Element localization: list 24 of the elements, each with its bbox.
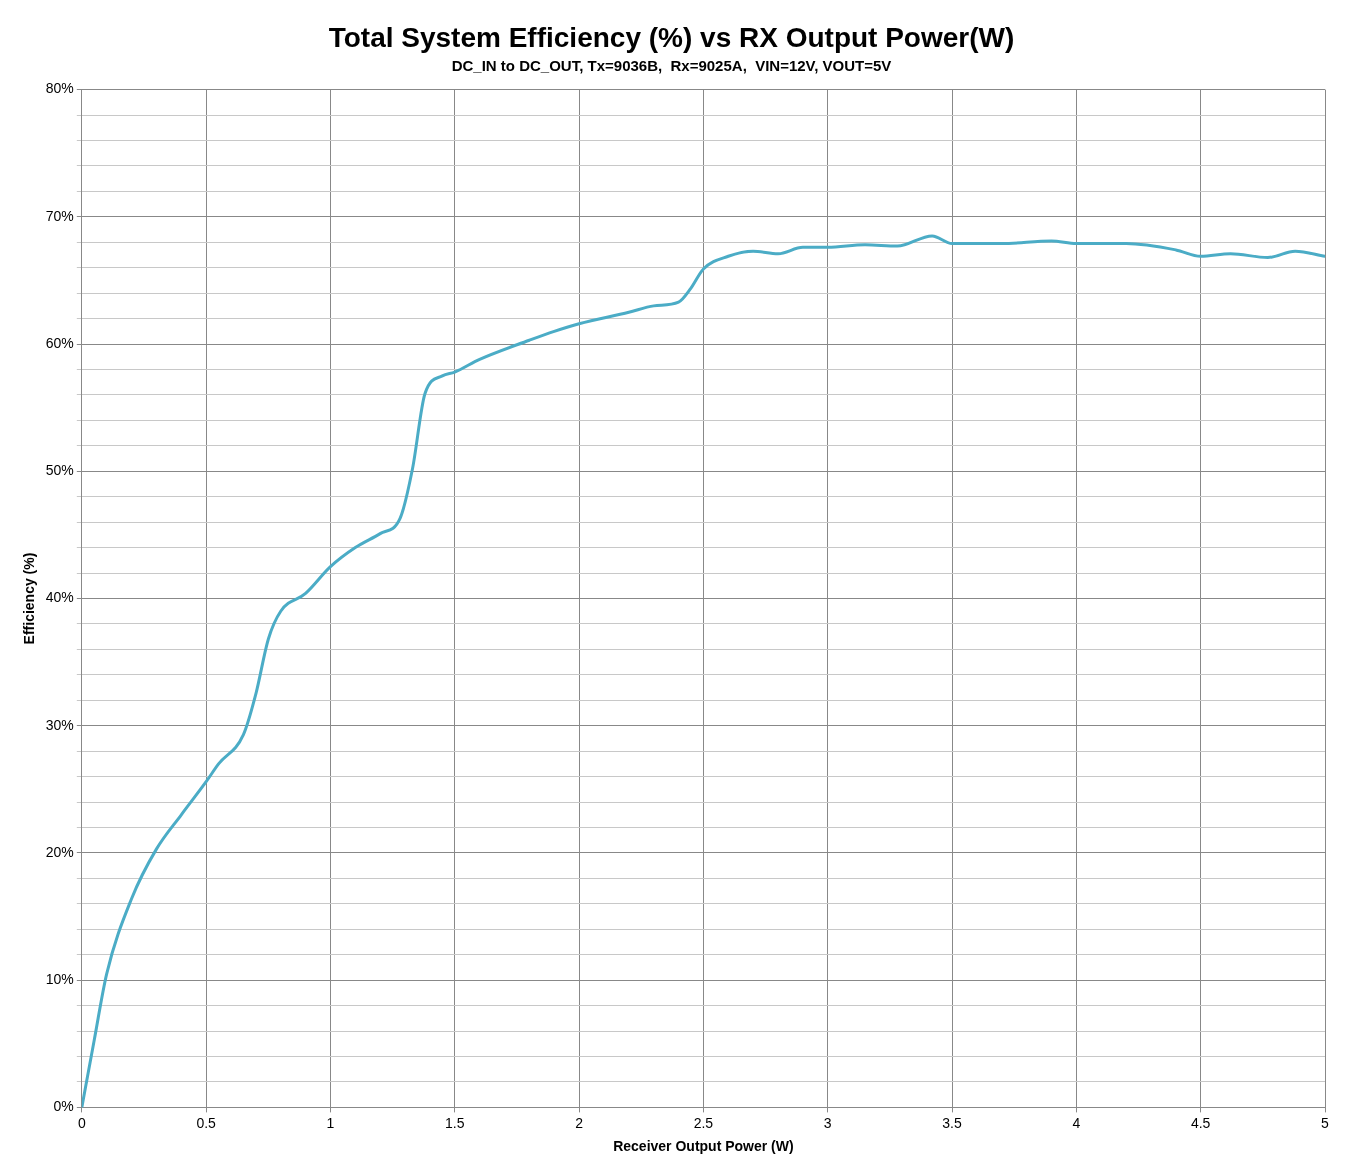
chart-subtitle: DC_IN to DC_OUT, Tx=9036B, Rx=9025A, VIN=12V, VOUT=5V bbox=[451, 56, 892, 74]
y-axis-title: Efficiency (%) bbox=[21, 552, 38, 645]
y-tick-label: 30% bbox=[45, 716, 74, 733]
x-tick-label: 2.5 bbox=[693, 1114, 714, 1131]
y-tick-label: 10% bbox=[45, 971, 74, 988]
y-tick-label: 40% bbox=[45, 589, 74, 606]
x-tick-label: 4 bbox=[1072, 1114, 1081, 1131]
x-tick-label: 1.5 bbox=[445, 1114, 465, 1131]
y-tick-label: 50% bbox=[45, 462, 74, 479]
x-tick-label: 1 bbox=[326, 1114, 335, 1131]
x-tick-label: 0 bbox=[77, 1114, 86, 1131]
y-tick-label: 80% bbox=[45, 80, 74, 97]
y-tick-label: 60% bbox=[45, 334, 74, 351]
x-tick-label: 3.5 bbox=[942, 1114, 962, 1131]
x-axis-title: Receiver Output Power (W) bbox=[613, 1138, 794, 1155]
x-tick-label: 2 bbox=[575, 1114, 584, 1131]
y-tick-label: 0% bbox=[53, 1098, 74, 1115]
chart-title: Total System Efficiency (%) vs RX Output Power(W) bbox=[328, 21, 1015, 53]
x-tick-label: 0.5 bbox=[196, 1114, 217, 1131]
x-tick-label: 4.5 bbox=[1190, 1114, 1211, 1131]
y-tick-label: 70% bbox=[45, 207, 74, 224]
y-tick-label: 20% bbox=[45, 843, 74, 860]
x-tick-label: 3 bbox=[823, 1114, 832, 1131]
x-tick-label: 5 bbox=[1321, 1114, 1330, 1131]
